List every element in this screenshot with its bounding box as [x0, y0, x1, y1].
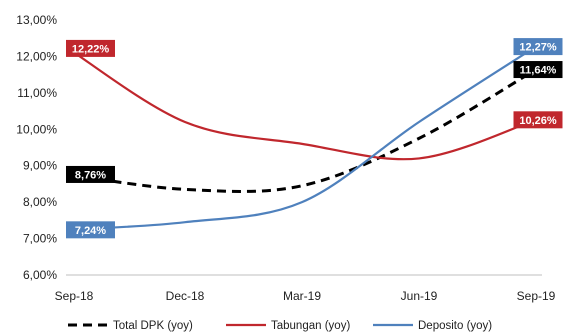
- data-label-text: 8,76%: [75, 169, 106, 181]
- x-tick-label: Sep-19: [517, 289, 556, 303]
- y-tick-label: 8,00%: [23, 195, 57, 209]
- series-lines: [68, 47, 536, 230]
- x-tick-label: Dec-18: [166, 289, 205, 303]
- legend-item-deposito-yoy: Deposito (yoy): [373, 320, 492, 332]
- series-line-tabungan-yoy: [68, 48, 536, 159]
- legend-label: Tabungan (yoy): [271, 320, 350, 332]
- data-label-deposito-yoy-end: 12,27%: [514, 38, 563, 55]
- y-tick-label: 13,00%: [16, 13, 57, 27]
- data-label-total-dpk-yoy-start: 8,76%: [66, 166, 115, 183]
- x-tick-label: Sep-18: [55, 289, 94, 303]
- legend: Total DPK (yoy) Tabungan (yoy) Deposito (y…: [68, 320, 492, 332]
- y-tick-label: 10,00%: [16, 122, 57, 136]
- legend-label: Deposito (yoy): [418, 320, 492, 332]
- data-label-tabungan-yoy-start: 12,22%: [66, 40, 115, 57]
- data-label-tabungan-yoy-end: 10,26%: [514, 111, 563, 128]
- data-label-text: 7,24%: [75, 225, 106, 237]
- x-axis: Sep-18 Dec-18 Mar-19 Jun-19 Sep-19: [55, 275, 556, 303]
- data-label-text: 12,27%: [519, 42, 557, 54]
- legend-item-tabungan-yoy: Tabungan (yoy): [226, 320, 350, 332]
- y-tick-label: 12,00%: [16, 49, 57, 63]
- data-label-total-dpk-yoy-end: 11,64%: [514, 61, 563, 78]
- y-tick-label: 6,00%: [23, 268, 57, 282]
- y-tick-label: 11,00%: [17, 86, 57, 100]
- series-line-total-dpk-yoy: [68, 70, 536, 192]
- series-line-deposito-yoy: [68, 47, 536, 230]
- y-tick-label: 9,00%: [23, 159, 57, 173]
- x-tick-label: Mar-19: [283, 289, 321, 303]
- data-label-text: 10,26%: [519, 115, 557, 127]
- data-label-deposito-yoy-start: 7,24%: [66, 221, 115, 238]
- legend-label: Total DPK (yoy): [113, 320, 193, 332]
- y-tick-label: 7,00%: [23, 232, 57, 246]
- data-label-text: 11,64%: [520, 65, 557, 77]
- data-label-text: 12,22%: [72, 43, 110, 55]
- legend-item-total-dpk-yoy: Total DPK (yoy): [68, 320, 193, 332]
- y-axis: 13,00% 12,00% 11,00% 10,00% 9,00% 8,00% 7,00% 6…: [16, 13, 57, 282]
- x-tick-label: Jun-19: [401, 289, 438, 303]
